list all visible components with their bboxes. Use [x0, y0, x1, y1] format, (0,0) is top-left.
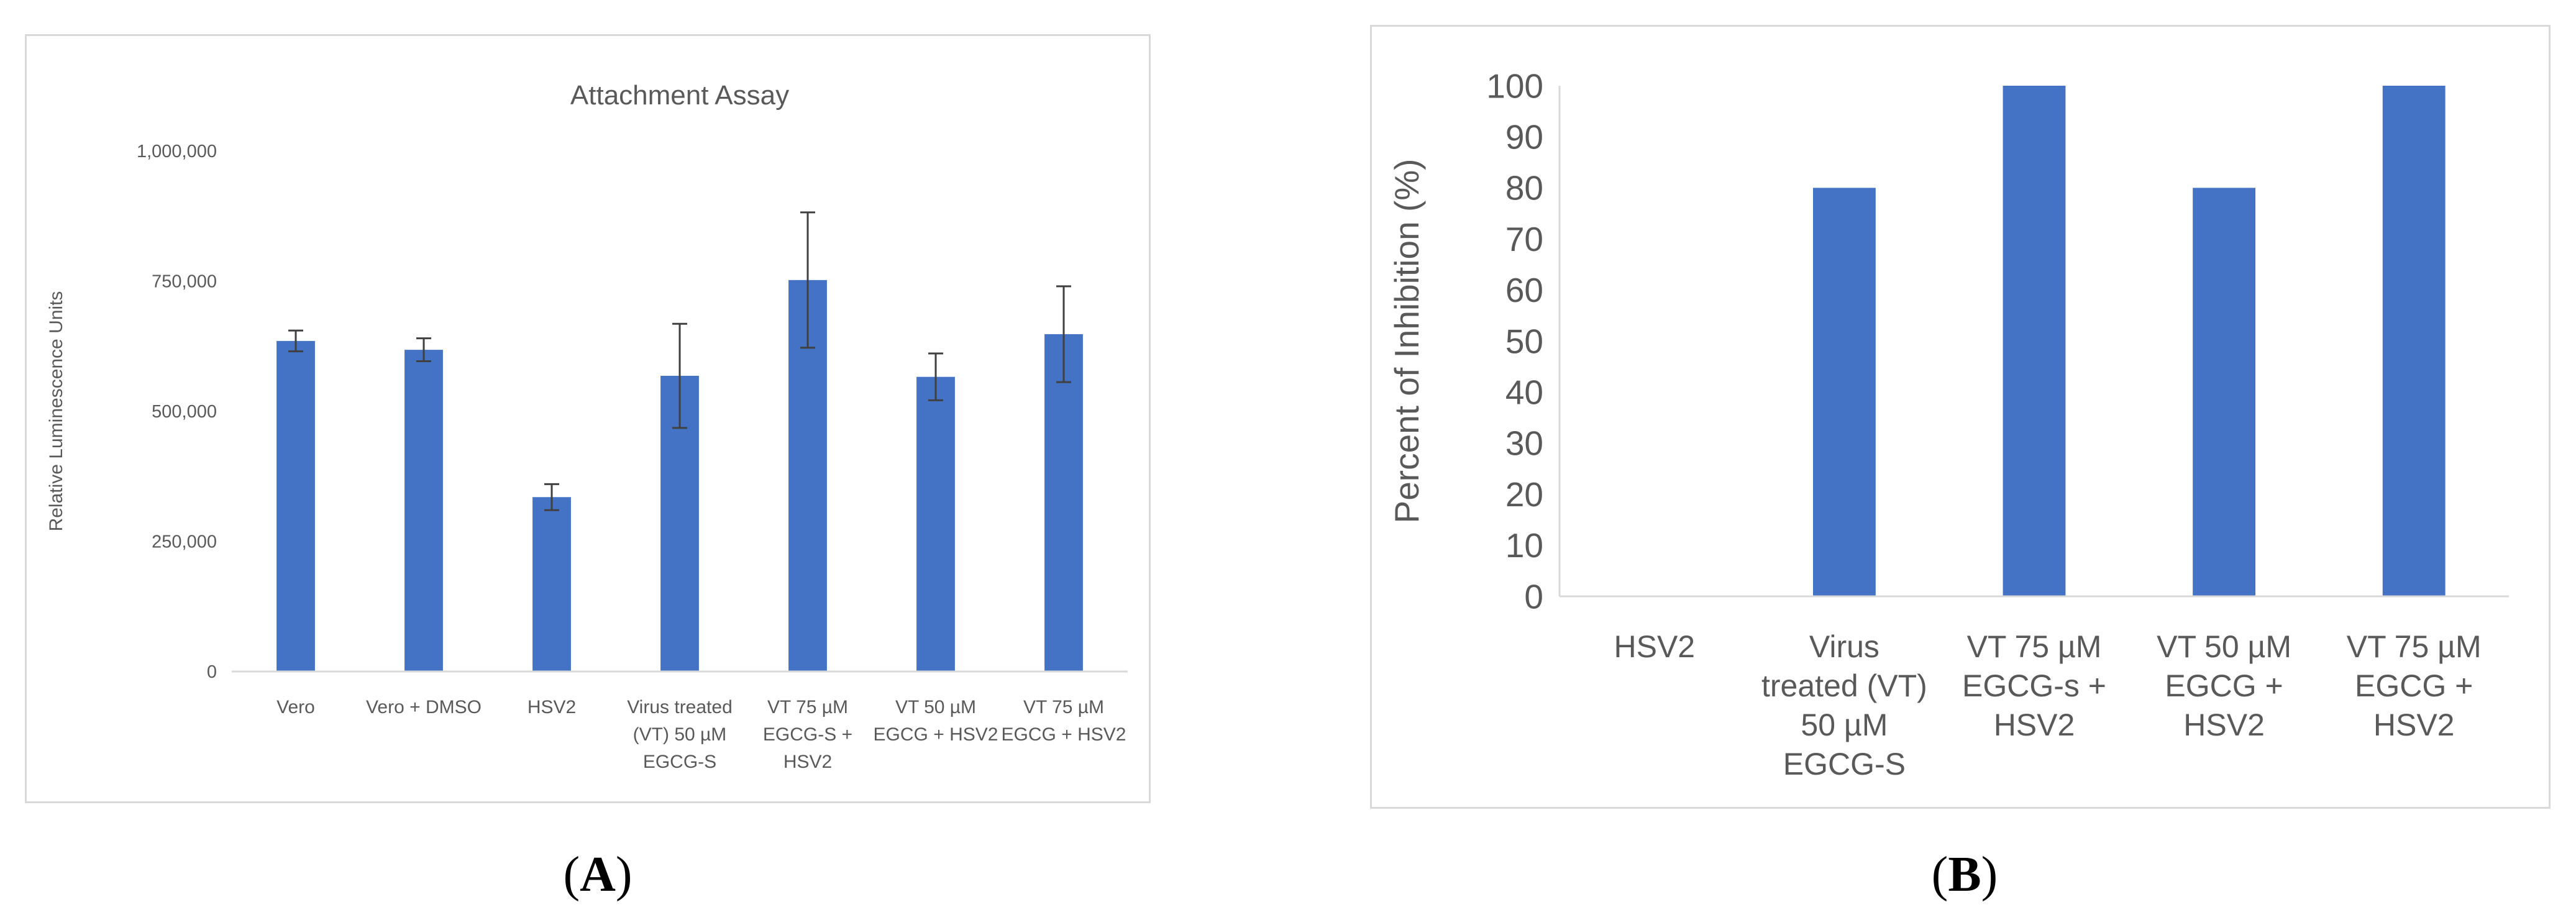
- panel-label-b: (B): [1931, 847, 1998, 902]
- chart-a-y-tick-label: 1,000,000: [137, 142, 217, 162]
- chart-b-x-category-label: HSV2: [1994, 708, 2075, 742]
- chart-a-x-category-label: EGCG + HSV2: [874, 724, 998, 745]
- chart-a-bar: [276, 340, 315, 671]
- chart-b-bar: [2003, 86, 2066, 596]
- chart-b-x-category-label: EGCG +: [2355, 668, 2473, 703]
- chart-b-y-tick-label: 90: [1505, 117, 1543, 156]
- chart-a-x-category-label: Vero: [276, 697, 315, 717]
- chart-a-bar: [404, 350, 443, 671]
- chart-a-y-tick-label: 0: [207, 662, 217, 682]
- chart-b-svg: 0 10 20 30 40 50 60 70 80 90 100 Percent of Inhibit…: [1387, 66, 2509, 781]
- chart-a-frame: Attachment Assay 0 250,000 500,000 750,000 1,…: [25, 34, 1151, 803]
- chart-a-x-category-label: EGCG + HSV2: [1002, 724, 1126, 745]
- chart-a-x-category-label: VT 75 µM: [767, 697, 848, 717]
- chart-a-title: Attachment Assay: [570, 80, 789, 111]
- chart-b-y-tick-label: 10: [1505, 526, 1543, 565]
- chart-b-y-tick-label: 20: [1505, 475, 1543, 514]
- chart-b-y-tick-label: 80: [1505, 169, 1543, 207]
- chart-b-y-tick-label: 70: [1505, 220, 1543, 258]
- chart-b-y-axis-label: Percent of Inhibition (%): [1387, 159, 1426, 524]
- chart-b-x-category-label: 50 µM: [1801, 708, 1888, 742]
- panel-label-a: (A): [563, 847, 633, 902]
- chart-a-y-tick-label: 250,000: [152, 532, 217, 552]
- chart-b-x-category-label: EGCG +: [2165, 668, 2283, 703]
- chart-a-bar: [1044, 334, 1083, 671]
- chart-b-x-category-label: Virus: [1809, 629, 1879, 664]
- chart-b-y-tick-label: 0: [1524, 577, 1543, 616]
- chart-b-bar: [2193, 188, 2256, 596]
- chart-b-y-tick-label: 60: [1505, 271, 1543, 309]
- chart-b-bar: [1812, 188, 1876, 596]
- chart-b-x-category-label: HSV2: [1614, 629, 1695, 664]
- chart-b-x-category-label: EGCG-s +: [1962, 668, 2106, 703]
- chart-b-x-category-label: VT 75 µM: [2347, 629, 2482, 664]
- chart-b-x-category-label: VT 50 µM: [2157, 629, 2291, 664]
- chart-a-bar: [532, 497, 571, 671]
- chart-b-y-tick-label: 100: [1486, 66, 1543, 105]
- chart-b-bar: [2382, 86, 2446, 596]
- chart-a-x-category-label: EGCG-S +: [763, 724, 852, 745]
- chart-a-x-category-label: HSV2: [783, 752, 832, 772]
- chart-a-x-category-label: VT 75 µM: [1023, 697, 1104, 717]
- chart-a-x-category-label: (VT) 50 µM: [633, 724, 727, 745]
- chart-b-x-category-label: HSV2: [2373, 708, 2455, 742]
- chart-b-x-category-label: treated (VT): [1761, 668, 1927, 703]
- chart-b-y-tick-label: 50: [1505, 322, 1543, 360]
- chart-b-y-tick-label: 30: [1505, 424, 1543, 463]
- chart-a-y-tick-label: 750,000: [152, 272, 217, 292]
- chart-b-x-category-label: HSV2: [2183, 708, 2265, 742]
- chart-b-x-category-label: VT 75 µM: [1967, 629, 2102, 664]
- chart-a-y-axis-label: Relative Luminescence Units: [46, 291, 66, 532]
- chart-a-x-category-label: VT 50 µM: [895, 697, 976, 717]
- chart-a-bar: [916, 376, 955, 671]
- chart-b-x-category-label: EGCG-S: [1783, 747, 1906, 781]
- chart-b-y-tick-label: 40: [1505, 373, 1543, 411]
- chart-a-x-category-label: Vero + DMSO: [366, 697, 482, 717]
- chart-a-x-category-label: Virus treated: [627, 697, 733, 717]
- chart-a-y-tick-label: 500,000: [152, 402, 217, 422]
- chart-a-x-category-label: HSV2: [528, 697, 576, 717]
- chart-b-frame: 0 10 20 30 40 50 60 70 80 90 100 Percent of Inhibit…: [1370, 25, 2551, 809]
- chart-a-x-category-label: EGCG-S: [643, 752, 716, 772]
- chart-a-svg: Attachment Assay 0 250,000 500,000 750,000 1,…: [46, 80, 1128, 772]
